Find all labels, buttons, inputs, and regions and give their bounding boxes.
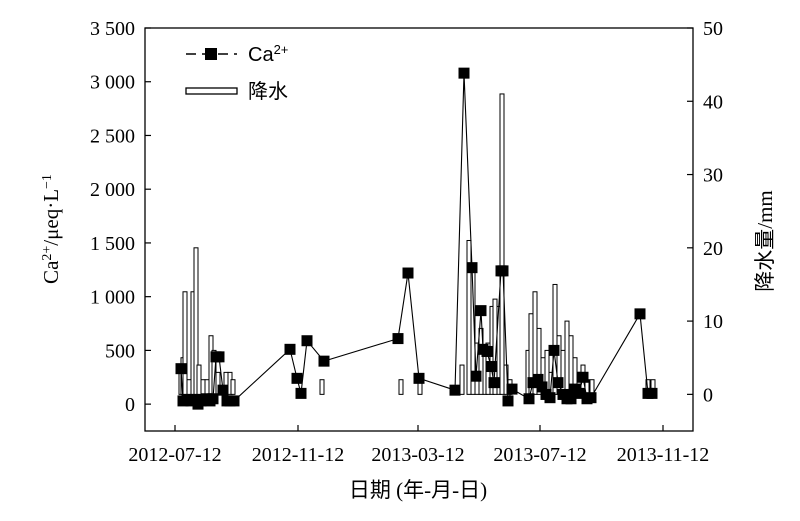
ca-point [548, 344, 560, 356]
y-left-tick-label: 500 [105, 340, 135, 362]
x-tick-label: 2012-07-12 [128, 444, 221, 466]
ca-point [318, 355, 330, 367]
ca-point [634, 308, 646, 320]
ca-point [217, 384, 229, 396]
ca-point [392, 333, 404, 345]
rain-bar [182, 291, 188, 395]
plot-area [144, 27, 694, 432]
y-right-tick-label: 0 [703, 384, 713, 406]
ca-point [213, 351, 225, 363]
rain-bar [204, 379, 210, 395]
ca-point [175, 363, 187, 375]
ca-point [544, 392, 556, 404]
y-right-tick-label: 10 [703, 311, 723, 333]
ca-point [497, 265, 509, 277]
y-left-tick-label: 1 500 [90, 233, 135, 255]
y-left-tick-label: 2 000 [90, 179, 135, 201]
legend-ca-symbol [186, 48, 237, 60]
y-right-tick-label: 50 [703, 18, 723, 40]
ca-point [565, 393, 577, 405]
x-axis-title: 日期 (年-月-日) [349, 478, 487, 502]
ca-point [291, 372, 303, 384]
y-right-tick-label: 40 [703, 91, 723, 113]
ca-point [585, 392, 597, 404]
y-left-axis: 0 500 1 000 1 500 2 000 2 500 3 000 3 500 [90, 18, 151, 416]
y-left-tick-label: 1 000 [90, 287, 135, 309]
ca-point [573, 387, 585, 399]
ca-point [646, 387, 658, 399]
ca-point [207, 393, 219, 405]
ca-point [413, 372, 425, 384]
ca-point [475, 305, 487, 317]
y-left-tick-label: 3 000 [90, 72, 135, 94]
y-right-tick-label: 20 [703, 238, 723, 260]
y-left-tick-label: 0 [125, 394, 135, 416]
ca-point [228, 395, 240, 407]
legend-rain-symbol [185, 87, 238, 95]
ca-point [577, 371, 589, 383]
y-right-axis-title: 降水量/mm [753, 190, 777, 292]
x-tick-label: 2012-11-12 [252, 444, 345, 466]
x-axis: 2012-07-12 2012-11-12 2013-03-12 2013-07-12… [128, 425, 709, 466]
ca-point [449, 384, 461, 396]
ca-point [485, 361, 497, 373]
y-left-tick-label: 2 500 [90, 125, 135, 147]
rain-bar [186, 379, 192, 395]
ca-point [502, 395, 514, 407]
ca-point [466, 262, 478, 274]
rain-bar [230, 379, 236, 395]
y-right-tick-label: 30 [703, 165, 723, 187]
ca-point [295, 387, 307, 399]
plot-frame [144, 27, 694, 432]
legend: Ca2+ 降水 [185, 42, 288, 103]
rain-bar [398, 379, 404, 395]
legend-ca-label: Ca2+ [248, 42, 288, 67]
ca-point [488, 377, 500, 389]
rain-bar [459, 364, 465, 395]
ca-point [523, 393, 535, 405]
ca-point [301, 335, 313, 347]
rain-bar [319, 379, 325, 395]
rain-bar [589, 379, 595, 395]
ca-point [536, 381, 548, 393]
x-tick-label: 2013-03-12 [371, 444, 464, 466]
rain-bar [499, 93, 505, 395]
ca-series-line [180, 73, 652, 405]
ca-markers [175, 67, 658, 410]
y-right-axis: 0 10 20 30 40 50 [687, 18, 723, 406]
y-left-axis-title: Ca2+/μeq·L−1 [39, 174, 63, 284]
ca-point [506, 383, 518, 395]
ca-point [458, 67, 470, 79]
ca-point [284, 343, 296, 355]
rain-bar [200, 379, 206, 395]
rain-bar [564, 320, 570, 395]
ca-line [180, 73, 652, 405]
ca-point [532, 373, 544, 385]
x-tick-label: 2013-11-12 [617, 444, 710, 466]
ca-point [552, 377, 564, 389]
ca-point [402, 267, 414, 279]
ca-point [481, 345, 493, 357]
rain-bar [196, 364, 202, 395]
x-tick-label: 2013-07-12 [493, 444, 586, 466]
ca-point [470, 370, 482, 382]
rain-bars [178, 93, 656, 395]
legend-rain-label: 降水 [248, 80, 288, 103]
y-left-tick-label: 3 500 [90, 18, 135, 40]
